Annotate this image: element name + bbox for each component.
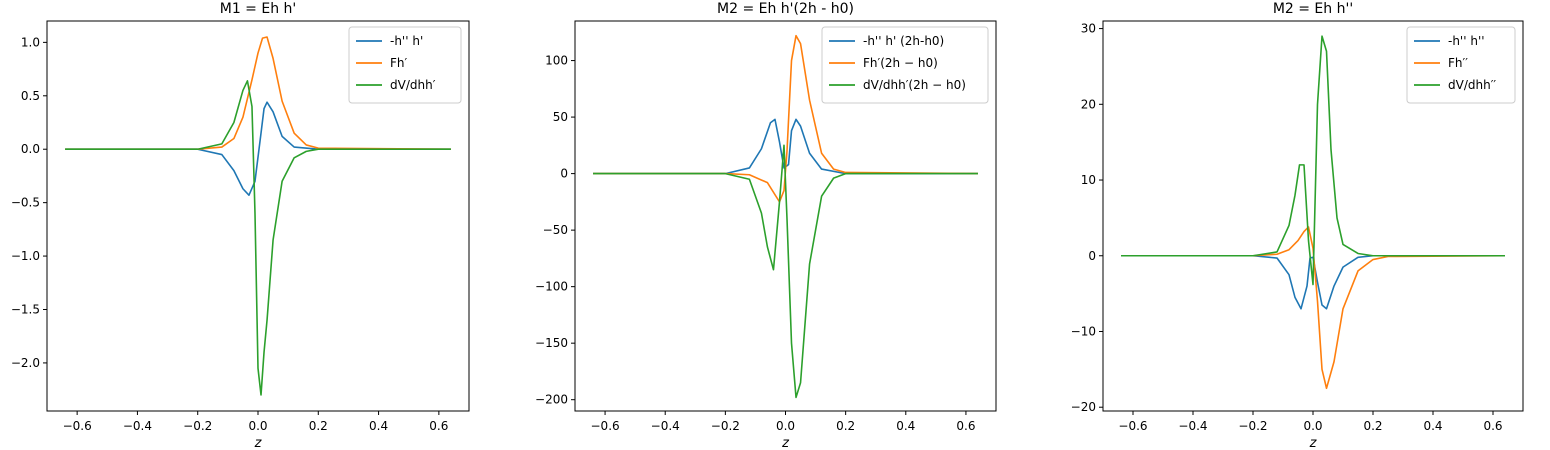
- y-tick-label: −2.0: [11, 356, 40, 370]
- x-tick-label: −0.6: [591, 419, 620, 433]
- y-tick-label: 0.0: [21, 142, 40, 156]
- series-line-2: [593, 34, 978, 203]
- series-group: [593, 34, 978, 399]
- chart-panel-3: M2 = Eh h'' −0.6 −0.4 −0.2 0.0 0.2 0.4 0.6 −20 −1…: [1071, 1, 1524, 450]
- legend: -h'' h' (2h-h0) Fh′(2h − h0) dV/dhh′(2h − …: [821, 26, 989, 104]
- y-tick-label: −1.5: [11, 302, 40, 316]
- x-tick-label: 0.0: [248, 419, 267, 433]
- chart-panel-2: M2 = Eh h'(2h - h0) −0.6 −0.4 −0.2 0.0 0.2 0.4…: [535, 1, 997, 450]
- x-tick-label: 0.0: [1303, 419, 1322, 433]
- x-tick-label: −0.4: [123, 419, 152, 433]
- x-tick-label: −0.2: [1238, 419, 1267, 433]
- legend: -h'' h'' Fh′′ dV/dhh′′: [1406, 26, 1516, 104]
- x-tick-label: 0.0: [776, 419, 795, 433]
- legend: -h'' h' Fh′ dV/dhh′: [348, 26, 462, 104]
- y-tick-label: 20: [1081, 97, 1096, 111]
- series-line-2: [65, 36, 451, 151]
- x-tick-label: −0.6: [1118, 419, 1147, 433]
- chart-title: M1 = Eh h': [220, 1, 297, 17]
- y-tick-label: −200: [535, 393, 568, 407]
- y-tick-label: 0: [1088, 249, 1096, 263]
- x-tick-label: −0.6: [63, 419, 92, 433]
- x-tick-label: 0.4: [369, 419, 388, 433]
- legend-label: -h'' h'': [1448, 34, 1485, 48]
- y-tick-label: −100: [535, 280, 568, 294]
- legend-label: Fh′′: [1448, 56, 1468, 70]
- y-tick-label: 0: [560, 167, 568, 181]
- y-tick-label: −10: [1071, 324, 1096, 338]
- series-group: [65, 36, 451, 396]
- x-tick-label: 0.4: [1423, 419, 1442, 433]
- series-line-3: [593, 144, 978, 399]
- y-tick-label: 50: [553, 110, 568, 124]
- x-axis-label: z: [254, 436, 263, 450]
- x-tick-label: 0.2: [309, 419, 328, 433]
- x-tick-label: −0.2: [711, 419, 740, 433]
- legend-label: dV/dhh′′: [1448, 78, 1496, 92]
- legend-label: Fh′: [390, 56, 408, 70]
- x-axis-label: z: [781, 436, 790, 450]
- x-tick-label: 0.2: [1363, 419, 1382, 433]
- x-tick-label: 0.6: [956, 419, 975, 433]
- series-line-2: [1121, 226, 1506, 390]
- y-tick-label: −150: [535, 336, 568, 350]
- series-group: [1121, 35, 1506, 390]
- x-tick-label: 0.2: [836, 419, 855, 433]
- legend-label: Fh′(2h − h0): [863, 56, 938, 70]
- x-tick-label: −0.4: [1178, 419, 1207, 433]
- chart-title: M2 = Eh h'': [1273, 1, 1353, 17]
- series-line-1: [65, 101, 451, 196]
- series-line-3: [1121, 35, 1505, 286]
- y-tick-label: 10: [1081, 173, 1096, 187]
- y-tick-label: −50: [543, 223, 568, 237]
- chart-panel-1: M1 = Eh h' −0.6 −0.4 −0.2 0.0 0.2 0.4 0.6 −2.0 −1…: [11, 1, 470, 450]
- legend-label: -h'' h': [390, 34, 423, 48]
- x-tick-label: −0.2: [183, 419, 212, 433]
- legend-box: [348, 26, 462, 104]
- chart-title: M2 = Eh h'(2h - h0): [717, 1, 854, 17]
- x-tick-label: 0.6: [429, 419, 448, 433]
- legend-box: [821, 26, 989, 104]
- y-tick-label: −20: [1071, 400, 1096, 414]
- legend-label: -h'' h' (2h-h0): [863, 34, 944, 48]
- x-axis-label: z: [1309, 436, 1318, 450]
- series-line-3: [65, 80, 451, 396]
- legend-box: [1406, 26, 1516, 104]
- y-tick-label: 0.5: [21, 89, 40, 103]
- x-tick-label: 0.6: [1483, 419, 1502, 433]
- y-tick-label: −0.5: [11, 196, 40, 210]
- x-tick-label: −0.4: [651, 419, 680, 433]
- y-tick-label: −1.0: [11, 249, 40, 263]
- y-tick-label: 1.0: [21, 35, 40, 49]
- x-tick-label: 0.4: [896, 419, 915, 433]
- y-tick-label: 100: [545, 54, 568, 68]
- legend-label: dV/dhh′(2h − h0): [863, 78, 966, 92]
- y-tick-label: 30: [1081, 22, 1096, 36]
- legend-label: dV/dhh′: [390, 78, 436, 92]
